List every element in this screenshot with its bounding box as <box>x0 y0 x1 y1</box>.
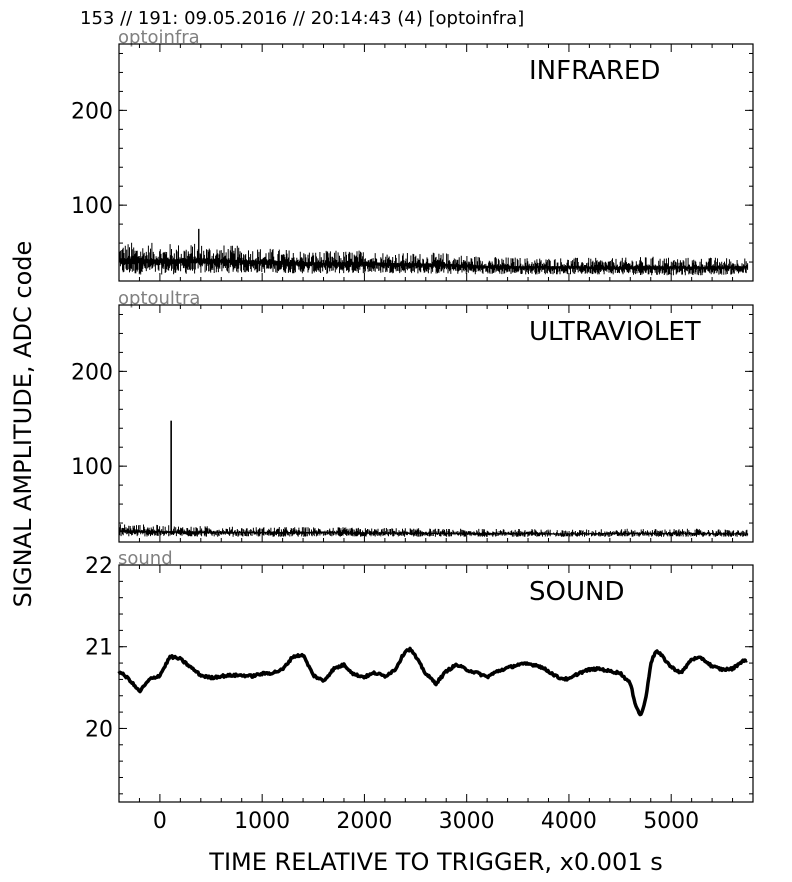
channel-label: sound <box>118 548 173 569</box>
signal-trace <box>118 523 749 537</box>
y-tick-label: 20 <box>85 717 113 742</box>
y-tick-label: 100 <box>71 455 113 480</box>
signal-trace <box>117 646 748 717</box>
axes-frame <box>118 304 754 543</box>
panel-title: SOUND <box>529 577 624 607</box>
y-tick-label: 100 <box>71 194 113 219</box>
x-tick-label: 3000 <box>439 809 495 834</box>
chart-header: 153 // 191: 09.05.2016 // 20:14:43 (4) [… <box>80 8 525 29</box>
panel-sound: sound SOUND 20 21 22 0 1000 2000 3000 4000 5000 <box>85 548 754 834</box>
y-axis-label: SIGNAL AMPLITUDE, ADC code <box>9 240 37 608</box>
channel-label: optoinfra <box>118 27 200 48</box>
panel-optoinfra: optoinfra INFRARED 100 200 <box>71 27 754 282</box>
channel-label: optoultra <box>118 288 200 309</box>
signal-trace <box>118 242 749 276</box>
x-tick-label: 4000 <box>541 809 597 834</box>
y-tick-label: 22 <box>85 554 113 579</box>
y-tick-label: 21 <box>85 636 113 661</box>
axes-frame <box>118 43 754 282</box>
y-tick-label: 200 <box>71 360 113 385</box>
x-tick-label: 1000 <box>234 809 290 834</box>
x-axis-label: TIME RELATIVE TO TRIGGER, x0.001 s <box>209 848 663 876</box>
x-tick-label: 2000 <box>336 809 392 834</box>
x-tick-label: 5000 <box>643 809 699 834</box>
panel-title: ULTRAVIOLET <box>529 317 701 347</box>
x-tick-label: 0 <box>153 809 167 834</box>
y-tick-label: 200 <box>71 99 113 124</box>
panel-title: INFRARED <box>529 56 660 86</box>
panel-optoultra: optoultra ULTRAVIOLET 100 200 <box>71 288 754 543</box>
axes-frame <box>118 564 754 803</box>
